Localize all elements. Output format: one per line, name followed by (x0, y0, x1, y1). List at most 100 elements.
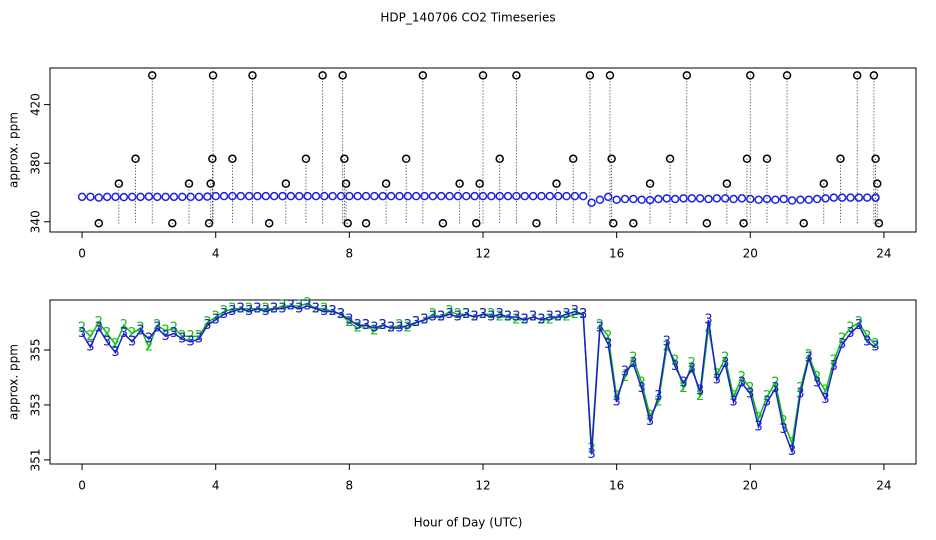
point-marker: 3 (178, 332, 186, 347)
point-marker: 2 (613, 389, 621, 404)
outlier-point (762, 154, 772, 164)
point-marker: 2 (679, 381, 687, 396)
point (136, 192, 145, 202)
point-marker: 2 (178, 329, 186, 344)
point (462, 191, 471, 201)
point-marker: 2 (128, 326, 136, 341)
point-marker: 3 (646, 414, 654, 429)
point (512, 191, 521, 201)
point (837, 193, 847, 202)
point-marker: 3 (245, 304, 253, 319)
point-marker: 3 (128, 334, 136, 349)
outlier-point (281, 179, 291, 188)
point-marker: 2 (95, 315, 103, 330)
outlier-point (341, 179, 351, 188)
point-marker: 3 (546, 310, 554, 325)
point-marker: 3 (253, 301, 261, 316)
point (269, 191, 279, 201)
point-marker: 3 (696, 384, 704, 399)
y-tick-label: 420 (29, 93, 43, 116)
point-marker: 3 (220, 307, 228, 322)
outlier-point (147, 71, 157, 80)
point (537, 191, 546, 201)
x-tick-label: 24 (876, 479, 891, 493)
point (420, 191, 429, 201)
point (453, 191, 463, 201)
point (203, 192, 212, 201)
point (445, 191, 454, 201)
point (211, 191, 220, 201)
point-marker: 2 (370, 323, 378, 338)
point-marker: 3 (838, 337, 846, 352)
outlier-point (455, 179, 464, 188)
point-marker: 2 (654, 395, 662, 410)
point (553, 191, 563, 201)
point (637, 195, 646, 205)
point (746, 194, 755, 204)
point (119, 192, 129, 202)
outlier-point (874, 218, 884, 228)
point (562, 191, 571, 201)
point (428, 191, 438, 201)
point-marker: 2 (855, 315, 863, 330)
point-marker: 2 (86, 329, 94, 344)
point (737, 194, 747, 203)
y-tick-label: 353 (29, 393, 43, 416)
point-marker: 3 (412, 315, 420, 330)
point (169, 192, 179, 202)
point-marker: 3 (596, 321, 604, 336)
point-marker: 2 (638, 375, 646, 390)
point (261, 191, 271, 201)
point-marker: 3 (571, 304, 579, 319)
y-tick-label: 380 (29, 152, 43, 175)
x-tick-label: 8 (346, 479, 354, 493)
point-marker: 2 (571, 307, 579, 322)
x-tick-label: 4 (212, 479, 220, 493)
point-marker: 2 (805, 348, 813, 363)
outlier-point (168, 218, 177, 228)
point-marker: 3 (738, 375, 746, 390)
point-marker: 3 (805, 351, 813, 366)
x-tick-label: 12 (475, 247, 490, 261)
point-marker: 2 (596, 318, 604, 333)
point-marker: 3 (587, 447, 595, 462)
point-marker: 2 (629, 351, 637, 366)
point (679, 194, 688, 203)
point (244, 191, 254, 201)
point-marker: 2 (746, 381, 754, 396)
point (829, 193, 839, 202)
point-marker: 3 (303, 299, 311, 314)
point-marker: 3 (354, 318, 362, 333)
point-marker: 2 (262, 301, 270, 316)
point (587, 198, 596, 207)
point (545, 191, 555, 201)
point (253, 191, 262, 201)
outlier-point (438, 218, 448, 228)
point (378, 191, 388, 201)
point (478, 191, 488, 201)
point-marker: 2 (763, 389, 771, 404)
point-marker: 3 (387, 321, 395, 336)
outlier-point (381, 179, 391, 188)
point-marker: 2 (871, 337, 879, 352)
point-marker: 2 (721, 351, 729, 366)
outlier-point (819, 179, 829, 188)
point-marker: 3 (855, 318, 863, 333)
x-tick-label: 0 (78, 247, 86, 261)
point-marker: 3 (638, 381, 646, 396)
point-marker: 3 (429, 310, 437, 325)
outlier-point (852, 71, 862, 80)
point (386, 191, 396, 201)
point-marker: 3 (554, 310, 562, 325)
point (228, 191, 237, 201)
outlier-point (338, 71, 347, 80)
point-marker: 2 (796, 381, 804, 396)
point (704, 194, 713, 204)
point-marker: 2 (729, 389, 737, 404)
outlier-point (478, 71, 488, 80)
point (871, 193, 880, 202)
point-marker: 3 (487, 310, 495, 325)
point-marker: 3 (420, 312, 428, 327)
point-marker: 3 (395, 321, 403, 336)
